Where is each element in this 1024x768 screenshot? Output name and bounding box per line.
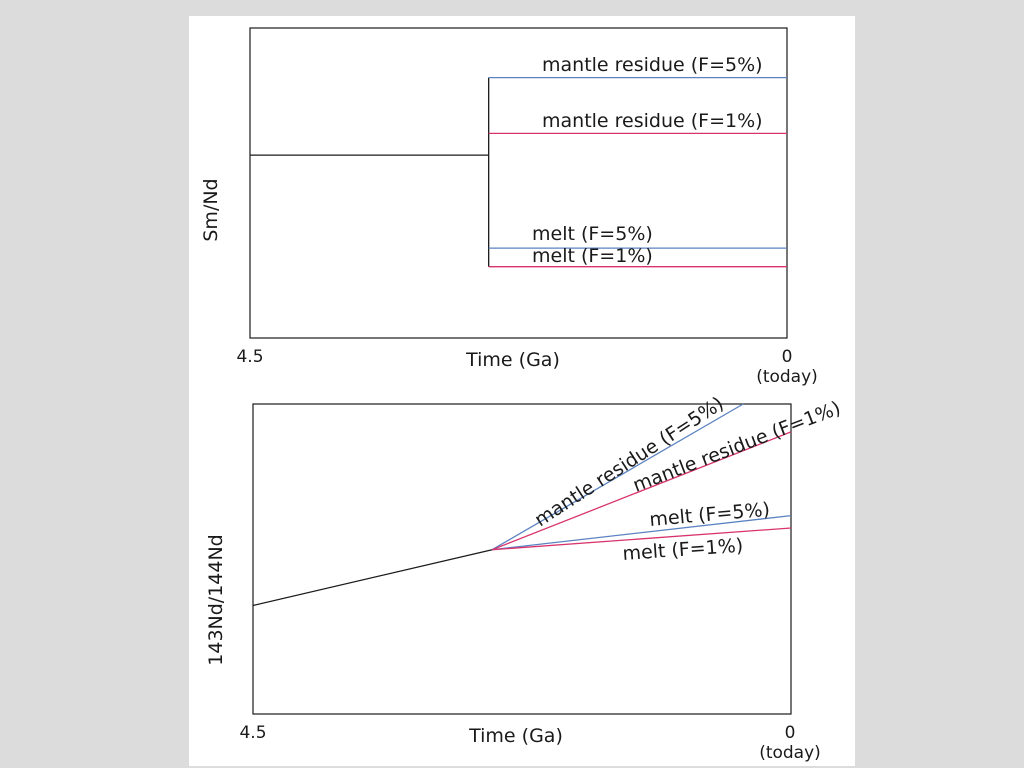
x-axis-label: Time (Ga) <box>465 349 560 371</box>
series-label-melt-f1: melt (F=1%) <box>532 245 653 267</box>
x-tick-sublabel-end: (today) <box>759 743 821 763</box>
series-line-melt-f-1 <box>492 527 792 551</box>
plot-area-frame <box>249 27 788 339</box>
x-axis-label: Time (Ga) <box>468 725 563 747</box>
y-axis-label: 143Nd/144Nd <box>205 534 227 665</box>
series-label-mantle-residue-f1: mantle residue (F=1%) <box>542 110 763 132</box>
figure-panel <box>189 16 855 766</box>
series-lines <box>252 403 792 607</box>
series-label-melt-f5: melt (F=5%) <box>532 223 653 245</box>
y-axis-label: Sm/Nd <box>200 178 222 241</box>
series-label-mantle-residue-f5: mantle residue (F=5%) <box>542 54 763 76</box>
x-tick-label-end: 0 <box>785 723 796 743</box>
series-line-mantle-residue-f-1 <box>491 431 792 551</box>
series-lines <box>250 76 787 268</box>
plot-area-frame <box>252 403 792 715</box>
x-tick-label-start: 4.5 <box>239 723 266 743</box>
x-tick-label-end: 0 <box>782 347 793 367</box>
series-line-melt-f-5 <box>492 514 792 551</box>
series-line-mantle-residue-f-5 <box>491 403 744 551</box>
series-line-baseline <box>252 549 493 607</box>
sm-nd-chart: mantle residue (F=5%) mantle residue (F=… <box>200 27 818 387</box>
x-tick-label-start: 4.5 <box>236 347 263 367</box>
x-tick-sublabel-end: (today) <box>756 367 818 387</box>
